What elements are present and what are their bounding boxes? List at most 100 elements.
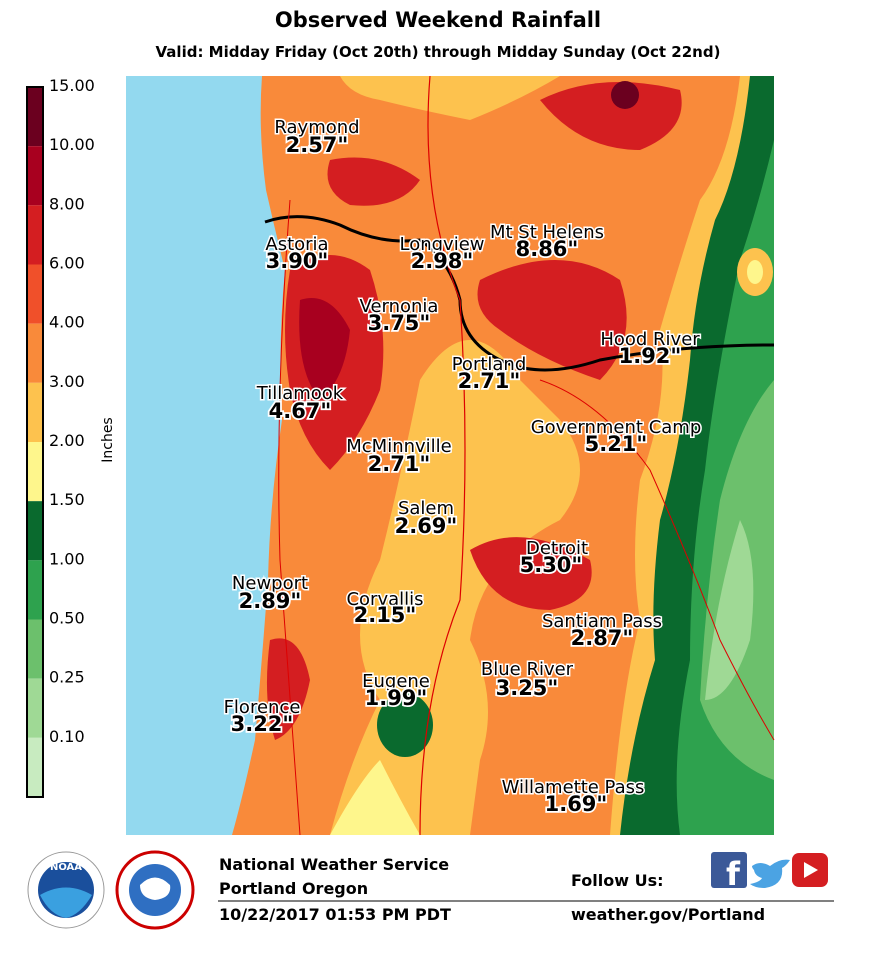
- colorbar-band: [27, 619, 43, 679]
- station-value: 2.71": [368, 452, 431, 476]
- facebook-icon[interactable]: f: [711, 852, 747, 893]
- station-name: Portland: [452, 354, 527, 375]
- ocean: [126, 76, 285, 835]
- twitter-icon[interactable]: [750, 859, 790, 888]
- station-value: 5.30": [520, 553, 583, 577]
- colorbar-band: [27, 560, 43, 620]
- river: [264, 215, 775, 372]
- station-name: Corvallis: [346, 589, 423, 610]
- colorbar-label: 2.00: [49, 431, 85, 450]
- station-value: 3.22": [231, 712, 294, 736]
- station-name: Raymond: [274, 117, 359, 138]
- map: [126, 75, 775, 836]
- station-name: Eugene: [362, 671, 430, 692]
- colorbar-label: 6.00: [49, 254, 85, 273]
- yellow-area: [340, 76, 560, 120]
- heavy-rain: [266, 638, 310, 740]
- station-value: 1.99": [365, 686, 428, 710]
- station-name: McMinnville: [346, 436, 452, 457]
- station-name: Astoria: [265, 234, 328, 255]
- station-name: Vernonia: [360, 296, 439, 317]
- youtube-icon[interactable]: [792, 853, 828, 887]
- station-name: Florence: [224, 697, 301, 718]
- station-name: Newport: [232, 573, 308, 594]
- follow-label: Follow Us:: [571, 871, 664, 890]
- colorbar-band: [27, 442, 43, 502]
- timestamp: 10/22/2017 01:53 PM PDT: [219, 905, 451, 924]
- highway: [419, 75, 466, 836]
- station-name: Willamette Pass: [502, 777, 645, 798]
- station-value: 1.69": [545, 792, 608, 816]
- station-value: 3.25": [496, 676, 559, 700]
- heavy-rain: [477, 260, 627, 380]
- colorbar-band: [27, 678, 43, 738]
- svg-text:f: f: [726, 855, 741, 893]
- colorbar-band: [27, 264, 43, 324]
- heavy-rain: [299, 298, 350, 400]
- colorbar-label: 0.50: [49, 609, 85, 628]
- station-value: 8.86": [516, 237, 579, 261]
- station-value: 2.69": [395, 514, 458, 538]
- yellow-area: [747, 260, 763, 284]
- agency: National Weather Service: [219, 855, 449, 874]
- heavy-rain: [540, 82, 682, 150]
- station-value: 4.67": [269, 399, 332, 423]
- station-value: 2.15": [354, 603, 417, 627]
- station-name: Detroit: [526, 538, 588, 559]
- stations: Raymond 2.57" Astoria 3.90" Longview 2.9…: [222, 116, 703, 818]
- green-area: [377, 693, 433, 757]
- station-value: 1.92": [619, 344, 682, 368]
- colorbar-label: 8.00: [49, 194, 85, 213]
- station-value: 3.75": [368, 311, 431, 335]
- colorbar-label: 15.00: [49, 76, 95, 95]
- station-name: Tillamook: [256, 383, 344, 404]
- colorbar-label: 4.00: [49, 313, 85, 332]
- title: Observed Weekend Rainfall: [275, 8, 601, 32]
- cascades-east: [705, 520, 754, 700]
- svg-text:NOAA: NOAA: [50, 862, 82, 873]
- colorbar-unit: Inches: [100, 417, 116, 462]
- highway: [278, 199, 301, 836]
- station-value: 2.71": [458, 369, 521, 393]
- station-value: 3.90": [266, 249, 329, 273]
- station-name: Blue River: [481, 659, 574, 680]
- colorbar-label: 1.00: [49, 549, 85, 568]
- station-name: Mt St Helens: [490, 222, 604, 243]
- colorbar-band: [27, 382, 43, 442]
- station-name: Government Camp: [531, 417, 702, 438]
- station-value: 2.87": [571, 626, 634, 650]
- nws-logo: [115, 850, 195, 930]
- colorbar-label: 3.00: [49, 372, 85, 391]
- colorbar-label: 10.00: [49, 135, 95, 154]
- colorbar-band: [27, 87, 43, 147]
- heavy-rain: [470, 537, 592, 610]
- colorbar-band: [27, 146, 43, 206]
- colorbar-label: 0.25: [49, 668, 85, 687]
- colorbar-label: 0.10: [49, 727, 85, 746]
- heavy-rain: [327, 157, 420, 206]
- colorbar-band: [27, 737, 43, 797]
- station-value: 2.89": [239, 589, 302, 613]
- subtitle: Valid: Midday Friday (Oct 20th) through …: [156, 43, 721, 61]
- colorbar-band: [27, 323, 43, 383]
- highway: [539, 379, 775, 741]
- colorbar-band: [27, 501, 43, 561]
- colorbar-frame: [26, 86, 44, 798]
- station-name: Santiam Pass: [542, 611, 662, 632]
- station-value: 2.98": [411, 249, 474, 273]
- colorbar: 15.00 10.00 8.00 6.00 4.00 3.00 2.00 1.50 1.00 0.…: [26, 76, 95, 798]
- station-name: Longview: [399, 234, 484, 255]
- colorbar-label: 1.50: [49, 490, 85, 509]
- station-value: 5.21": [585, 432, 648, 456]
- station-name: Hood River: [600, 329, 700, 350]
- yellow-area: [330, 760, 420, 835]
- station-name: Salem: [398, 498, 454, 519]
- heavy-rain: [611, 81, 639, 109]
- website: weather.gov/Portland: [571, 905, 765, 924]
- noaa-logo: NOAA: [27, 851, 105, 929]
- colorbar-band: [27, 205, 43, 265]
- office: Portland Oregon: [219, 879, 368, 898]
- station-value: 2.57": [286, 133, 349, 157]
